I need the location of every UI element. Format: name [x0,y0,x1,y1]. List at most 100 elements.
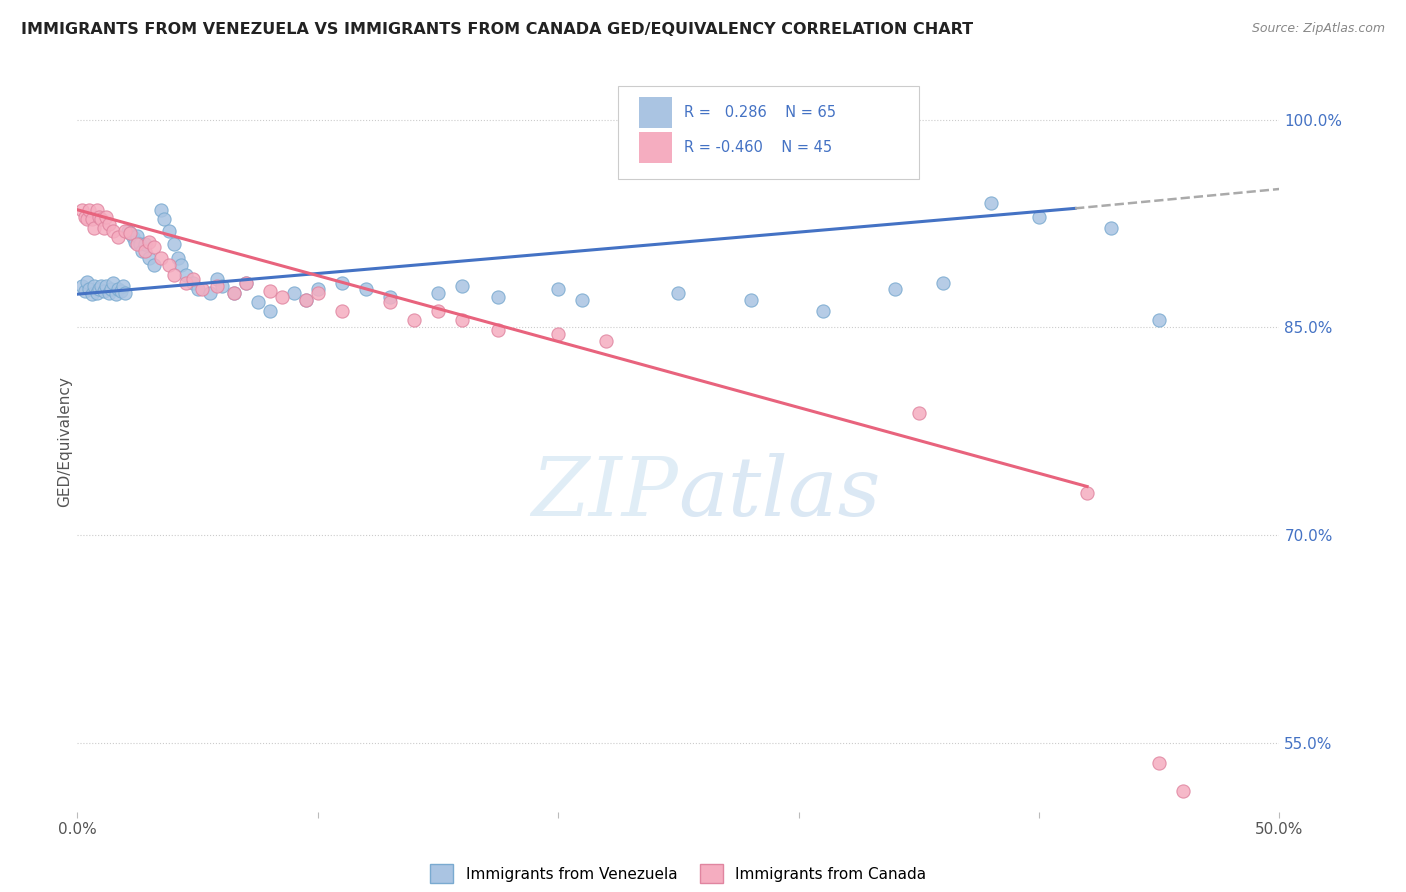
Point [187,282,209,296]
Point [1076,486,1098,500]
Text: ZIP: ZIP [531,453,679,533]
Point [103,223,125,237]
Bar [638,96,672,128]
Point [354,282,377,296]
Point [134,244,156,259]
Point [104,287,127,301]
Point [134,237,156,252]
Point [107,230,129,244]
Point [90,278,112,293]
Point [80,287,103,301]
Point [90,212,112,227]
Point [222,285,245,300]
Point [120,227,142,241]
Point [1173,784,1195,798]
Bar [638,132,672,163]
Point [120,227,142,241]
Point [167,251,190,265]
Point [76,212,98,227]
Point [908,406,931,420]
Point [246,295,269,310]
Point [307,285,329,300]
Point [73,210,96,224]
Point [100,282,122,296]
Point [80,212,103,227]
Point [103,276,125,290]
Text: Source: ZipAtlas.com: Source: ZipAtlas.com [1251,22,1385,36]
Point [96,278,118,293]
Point [117,223,139,237]
Point [427,285,450,300]
Point [235,276,257,290]
Point [79,282,101,296]
Point [294,293,316,307]
Point [205,272,228,286]
Point [107,282,129,296]
Point [378,290,401,304]
Point [70,278,93,293]
Point [1028,210,1050,224]
Point [86,285,108,300]
Point [131,244,153,259]
Point [211,278,233,293]
Point [294,293,316,307]
Point [73,285,96,299]
Point [87,210,110,224]
Point [330,276,353,290]
FancyBboxPatch shape [619,87,920,178]
Point [198,285,221,300]
Point [157,223,180,237]
Point [811,303,834,318]
Text: R =   0.286    N = 65: R = 0.286 N = 65 [685,104,837,120]
Point [571,293,593,307]
Point [259,285,281,299]
Point [121,230,143,244]
Point [283,285,305,300]
Point [451,278,474,293]
Point [127,237,149,252]
Point [402,313,425,327]
Point [110,285,132,299]
Legend: Immigrants from Venezuela, Immigrants from Canada: Immigrants from Venezuela, Immigrants fr… [425,858,932,889]
Point [143,258,166,272]
Point [181,272,204,286]
Point [127,229,149,244]
Point [668,285,690,300]
Point [162,268,184,282]
Point [980,195,1002,210]
Point [124,235,146,249]
Point [170,258,193,272]
Point [1099,220,1122,235]
Point [307,282,329,296]
Point [114,223,136,237]
Point [451,313,474,327]
Point [111,278,134,293]
Point [97,217,120,231]
Point [114,285,136,300]
Text: R = -0.460    N = 45: R = -0.460 N = 45 [685,140,832,155]
Point [191,282,214,296]
Point [150,202,173,217]
Point [79,202,101,217]
Point [97,285,120,300]
Point [70,202,93,217]
Point [486,290,509,304]
Point [162,237,184,252]
Point [143,240,166,254]
Point [547,282,569,296]
Point [205,278,228,293]
Point [235,276,257,290]
Point [883,282,905,296]
Point [87,282,110,296]
Point [83,278,105,293]
Point [93,285,115,299]
Text: atlas: atlas [679,453,880,533]
Point [547,327,569,342]
Point [150,251,173,265]
Point [932,276,955,290]
Point [1149,313,1171,327]
Point [486,323,509,337]
Point [427,303,450,318]
Point [270,290,292,304]
Point [86,202,108,217]
